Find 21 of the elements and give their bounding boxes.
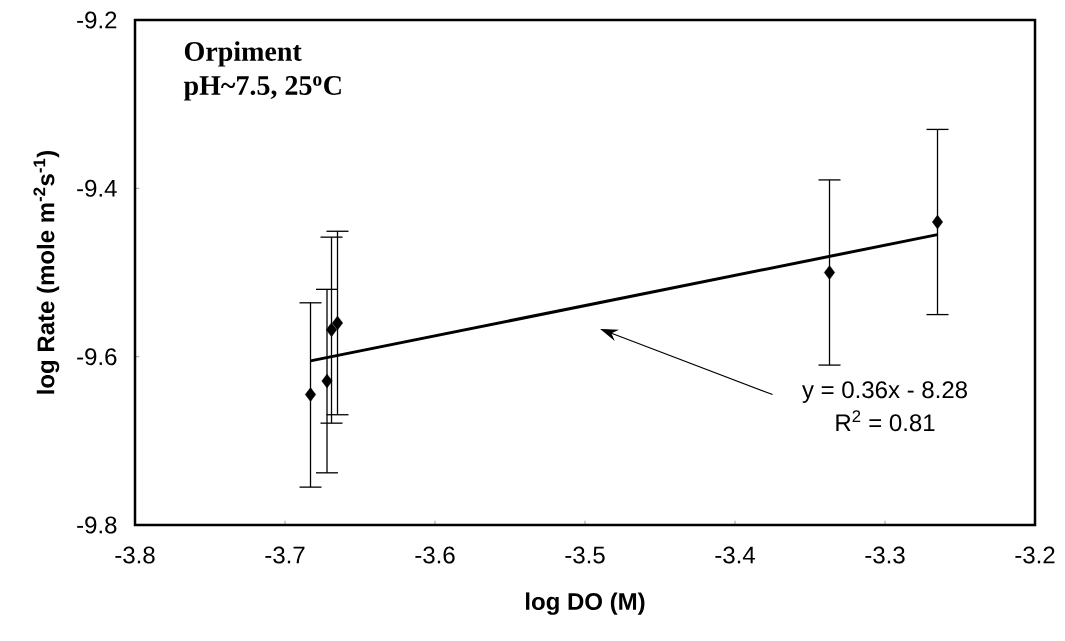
point [326,322,337,337]
text: pH~7.5, 25$^{o}$C [183,76,341,101]
annotation: y = 0.36x - 8.28 [802,381,967,403]
y-axis-title: log Rate (mole m$^{-2}$s$^{-1}$) [33,150,60,394]
x-tick-label: -3.2 [1015,546,1055,564]
x-tick-label: -3.3 [865,546,905,564]
y-tick-label: -9.8 [77,516,117,534]
x-tick-label: -3.7 [265,546,305,564]
y-tick-label: -9.4 [77,179,117,197]
point [321,373,333,389]
x-tick-label: -3.6 [415,546,455,564]
x-tick-label: -3.5 [565,546,605,564]
text: Orpiment [184,41,302,67]
x-axis-title: log DO (M) [526,592,645,615]
x-tick-label: -3.4 [715,546,755,564]
x-tick-label: -3.8 [115,546,155,564]
annotation: R$^{2}$ = 0.81 [836,410,935,432]
point [824,265,835,280]
y-tick-label: -9.6 [77,348,117,366]
y-tick-label: -9.2 [77,11,117,29]
point [305,387,316,402]
